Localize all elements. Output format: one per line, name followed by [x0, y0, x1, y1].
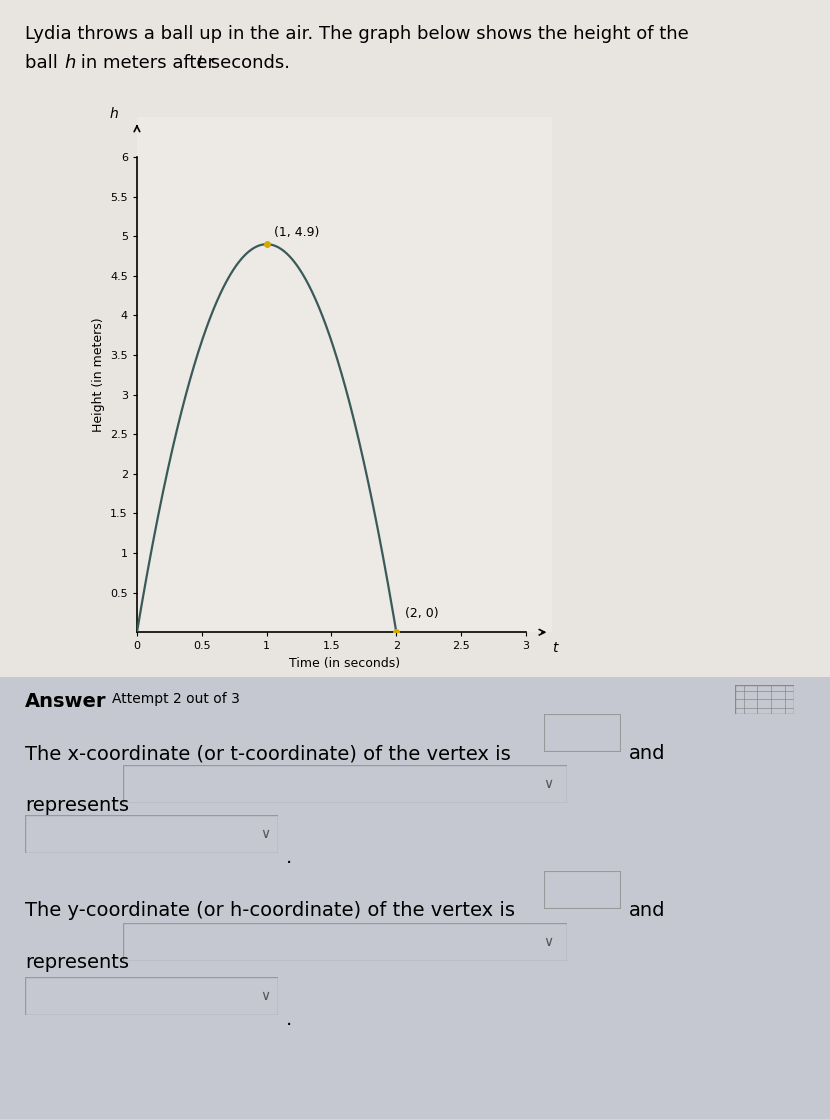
Text: Lydia throws a ball up in the air. The graph below shows the height of the: Lydia throws a ball up in the air. The g…: [25, 25, 689, 43]
Text: h: h: [64, 54, 76, 72]
Text: t: t: [197, 54, 203, 72]
Text: represents: represents: [25, 796, 129, 815]
Text: ∨: ∨: [544, 935, 554, 949]
Text: seconds.: seconds.: [205, 54, 290, 72]
Y-axis label: Height (in meters): Height (in meters): [91, 318, 105, 432]
Text: in meters after: in meters after: [75, 54, 221, 72]
X-axis label: Time (in seconds): Time (in seconds): [289, 657, 400, 670]
Text: t: t: [552, 641, 557, 655]
Text: The x-coordinate (or t-coordinate) of the vertex is: The x-coordinate (or t-coordinate) of th…: [25, 744, 510, 763]
Text: and: and: [629, 901, 666, 920]
Text: ∨: ∨: [261, 989, 271, 1003]
Text: ball: ball: [25, 54, 64, 72]
Text: represents: represents: [25, 953, 129, 972]
Text: Attempt 2 out of 3: Attempt 2 out of 3: [112, 692, 240, 706]
Text: (1, 4.9): (1, 4.9): [275, 226, 320, 239]
Text: ∨: ∨: [544, 778, 554, 791]
Text: .: .: [286, 848, 293, 867]
Text: (2, 0): (2, 0): [405, 608, 439, 620]
Text: ∨: ∨: [261, 827, 271, 840]
Text: The y-coordinate (or h-coordinate) of the vertex is: The y-coordinate (or h-coordinate) of th…: [25, 901, 515, 920]
Text: h: h: [110, 106, 118, 121]
Text: .: .: [286, 1010, 293, 1029]
Text: Answer: Answer: [25, 692, 106, 711]
Text: and: and: [629, 744, 666, 763]
